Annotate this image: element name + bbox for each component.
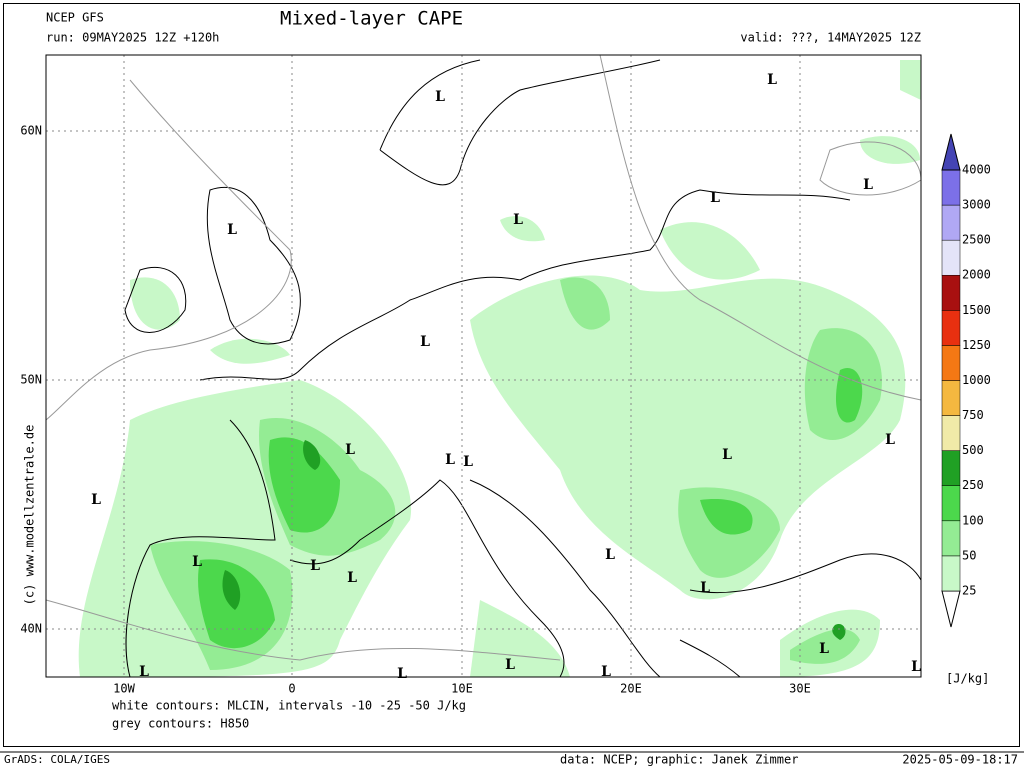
legend-swatch xyxy=(941,204,961,241)
low-marker: L xyxy=(420,334,430,350)
legend-level: 3000 xyxy=(962,198,991,212)
legend-swatch xyxy=(941,239,961,276)
low-marker: L xyxy=(227,222,237,238)
lon-label: 0 xyxy=(288,682,295,696)
low-marker: L xyxy=(710,190,720,206)
credit: (c) www.modellzentrale.de xyxy=(23,425,37,606)
title: Mixed-layer CAPE xyxy=(280,8,463,30)
legend-level: 500 xyxy=(962,443,984,457)
graticule xyxy=(46,55,921,677)
frame xyxy=(3,3,1020,747)
legend-level: 250 xyxy=(962,478,984,492)
legend-level: 4000 xyxy=(962,163,991,177)
legend-level: 750 xyxy=(962,408,984,422)
legend-swatch xyxy=(941,520,961,557)
coastlines xyxy=(124,59,922,678)
legend-level: 1000 xyxy=(962,373,991,387)
legend-swatch xyxy=(941,555,961,592)
low-marker: L xyxy=(505,657,515,673)
low-marker: L xyxy=(885,432,895,448)
legend-level: 1250 xyxy=(962,338,991,352)
low-marker: L xyxy=(435,89,445,105)
legend-unit: [J/kg] xyxy=(946,672,989,686)
low-marker: L xyxy=(767,72,777,88)
lat-label: 50N xyxy=(20,373,42,387)
low-marker: L xyxy=(91,492,101,508)
low-marker: L xyxy=(605,547,615,563)
legend-swatch xyxy=(941,415,961,451)
map xyxy=(45,54,922,678)
low-marker: L xyxy=(513,212,523,228)
lon-label: 10W xyxy=(113,682,135,696)
low-marker: L xyxy=(139,664,149,680)
run: run: 09MAY2025 12Z +120h xyxy=(46,31,219,45)
low-marker: L xyxy=(601,664,611,680)
low-marker: L xyxy=(347,570,357,586)
lon-label: 10E xyxy=(451,682,473,696)
grads: GrADS: COLA/IGES xyxy=(4,753,110,766)
lon-label: 30E xyxy=(789,682,811,696)
low-marker: L xyxy=(397,666,407,682)
legend-level: 25 xyxy=(962,583,976,597)
low-marker: L xyxy=(445,452,455,468)
legend-swatch xyxy=(941,133,961,171)
legend-swatch xyxy=(941,310,961,346)
model: NCEP GFS xyxy=(46,11,104,25)
legend-swatch xyxy=(941,590,961,628)
legend-level: 100 xyxy=(962,513,984,527)
low-marker: L xyxy=(722,447,732,463)
lon-label: 20E xyxy=(620,682,642,696)
legend-swatch xyxy=(941,485,961,522)
lat-label: 60N xyxy=(20,124,42,138)
legend-swatch xyxy=(941,169,961,206)
low-marker: L xyxy=(863,177,873,193)
credits: data: NCEP; graphic: Janek Zimmer xyxy=(560,753,798,767)
cape-250 xyxy=(222,440,846,640)
white-contours-note: white contours: MLCIN, intervals -10 -25… xyxy=(112,699,466,713)
legend-swatch xyxy=(941,380,961,416)
low-marker: L xyxy=(345,442,355,458)
map-border xyxy=(45,54,922,678)
legend-swatch xyxy=(941,274,961,311)
low-marker: L xyxy=(819,641,829,657)
low-marker: L xyxy=(192,554,202,570)
legend-level: 50 xyxy=(962,548,976,562)
lat-label: 40N xyxy=(20,622,42,636)
h850-contours xyxy=(45,54,922,661)
low-marker: L xyxy=(310,558,320,574)
legend-swatch xyxy=(941,345,961,381)
legend-level: 2500 xyxy=(962,233,991,247)
timestamp: 2025-05-09-18:17 xyxy=(902,753,1018,767)
legend-swatch xyxy=(941,450,961,486)
low-marker: L xyxy=(463,454,473,470)
valid: valid: ???, 14MAY2025 12Z xyxy=(740,31,921,45)
legend-level: 2000 xyxy=(962,268,991,282)
legend-level: 1500 xyxy=(962,303,991,317)
low-marker: L xyxy=(911,659,921,675)
grey-contours-note: grey contours: H850 xyxy=(112,717,249,731)
low-marker: L xyxy=(700,580,710,596)
